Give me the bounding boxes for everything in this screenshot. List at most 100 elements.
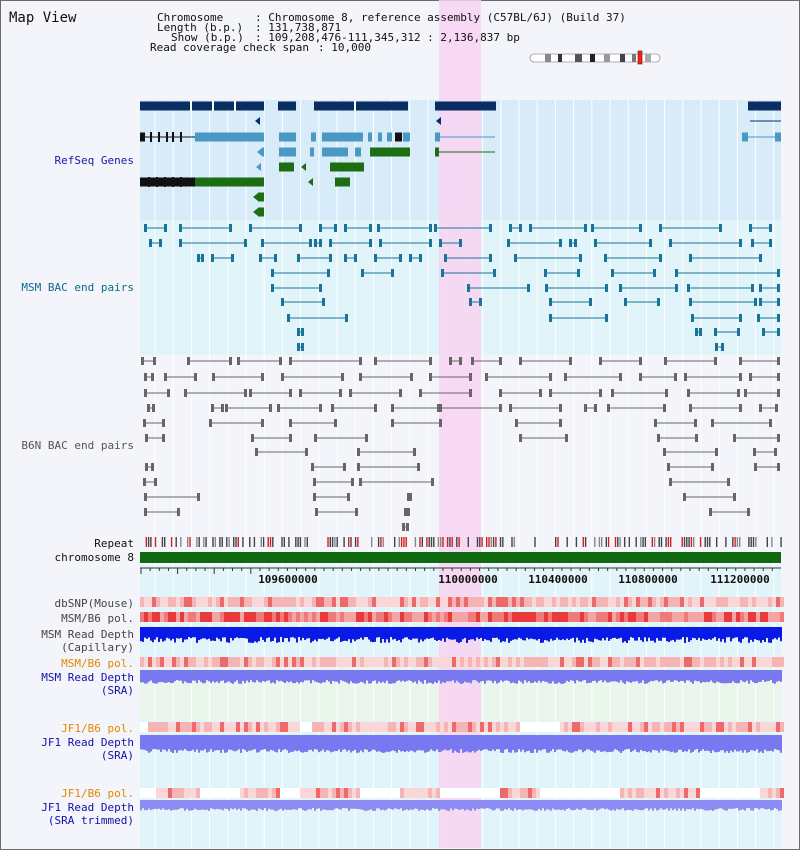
- jf1-depth-sra-bar: [336, 735, 338, 752]
- msm-depth-sra-bar: [260, 670, 262, 683]
- jf1-depth-trimmed-bar: [322, 800, 324, 810]
- msm-depth-sra-bar: [164, 670, 166, 684]
- jf1-depth-sra-bar: [554, 735, 556, 753]
- selected-region-highlight[interactable]: [439, 0, 481, 848]
- msm-depth-sra-bar: [622, 670, 624, 683]
- jf1-b6-pol-heat-cell: [268, 722, 272, 732]
- jf1-b6-pol-heat-cell: [608, 722, 612, 732]
- jf1-depth-sra-bar: [242, 735, 244, 750]
- jf1-depth-trimmed-bar: [258, 800, 260, 809]
- msm-depth-sra-bar: [380, 670, 382, 683]
- jf1-depth-trimmed-bar: [176, 800, 178, 810]
- msm-depth-capillary-bar: [462, 627, 464, 640]
- repeat-element: [334, 537, 336, 547]
- jf1-depth-sra-bar: [522, 735, 524, 750]
- msm-depth-sra-bar: [404, 670, 406, 682]
- msm-b6-pol-sra-heat-cell: [304, 657, 308, 667]
- jf1-b6-pol-trimmed-heat-cell: [276, 788, 280, 798]
- heatmap-tracks[interactable]: [140, 597, 784, 798]
- repeat-element: [752, 537, 755, 547]
- jf1-b6-pol-trimmed-heat-cell: [464, 788, 468, 798]
- jf1-depth-sra-bar: [344, 735, 346, 750]
- dbsnp-heat-cell: [588, 597, 592, 607]
- repeat-track[interactable]: [145, 537, 782, 547]
- msm-depth-capillary-bar: [454, 627, 456, 640]
- chromosome-ideogram[interactable]: [529, 50, 661, 65]
- jf1-depth-trimmed-bar: [504, 800, 506, 809]
- msm-b6-pol-heat-cell: [712, 612, 716, 622]
- jf1-depth-sra-bar: [468, 735, 470, 753]
- b6n-bac-pair-end: [141, 357, 144, 365]
- jf1-b6-pol-heat-cell: [768, 722, 772, 732]
- msm-depth-sra-bar: [490, 670, 492, 681]
- jf1-depth-trimmed-bar: [622, 800, 624, 809]
- jf1-depth-sra-bar: [748, 735, 750, 752]
- repeat-element: [451, 537, 453, 547]
- b6n-bac-end-pairs[interactable]: [141, 357, 780, 531]
- msm-bac-pair-end: [695, 328, 698, 336]
- jf1-b6-pol-trimmed-heat-cell: [172, 788, 176, 798]
- msm-bac-end-pairs[interactable]: [144, 224, 780, 351]
- jf1-b6-pol-trimmed-heat-cell: [452, 788, 456, 798]
- msm-depth-sra-bar: [300, 670, 302, 682]
- jf1-b6-pol-trimmed-heat-cell: [320, 788, 324, 798]
- jf1-depth-trimmed-bar: [212, 800, 214, 809]
- jf1-depth-sra-bar: [184, 735, 186, 750]
- msm-b6-pol-heat-cell: [460, 612, 464, 622]
- jf1-depth-trimmed-bar: [306, 800, 308, 811]
- jf1-depth-trimmed-bar: [654, 800, 656, 809]
- msm-depth-capillary-bar: [378, 627, 380, 638]
- msm-b6-pol-heat-cell: [720, 612, 724, 622]
- read-depth-tracks[interactable]: [140, 627, 782, 811]
- msm-b6-pol-sra-heat-cell: [600, 657, 604, 667]
- msm-depth-sra-bar: [202, 670, 204, 684]
- msm-depth-capillary-bar: [496, 627, 498, 638]
- msm-bac-pair-end: [271, 269, 274, 277]
- chromosome-8-bar[interactable]: [140, 552, 781, 563]
- msm-depth-sra-bar: [660, 670, 662, 681]
- msm-bac-pair-end: [374, 254, 377, 262]
- msm-depth-sra-bar: [476, 670, 478, 682]
- msm-depth-capillary-bar: [302, 627, 304, 638]
- msm-b6-pol-sra-heat-cell: [432, 657, 436, 667]
- msm-bac-pair-end: [319, 284, 322, 292]
- msm-depth-sra-bar: [212, 670, 214, 682]
- dbsnp-heat-cell: [728, 597, 732, 607]
- msm-depth-capillary-bar: [646, 627, 648, 642]
- page-title: Map View: [9, 10, 77, 26]
- msm-depth-sra-bar: [602, 670, 604, 683]
- jf1-b6-pol-trimmed-heat-cell: [780, 788, 784, 798]
- msm-depth-capillary-bar: [622, 627, 624, 643]
- msm-depth-sra-bar: [668, 670, 670, 681]
- jf1-depth-sra-bar: [402, 735, 404, 752]
- msm-depth-sra-bar: [706, 670, 708, 682]
- jf1-depth-trimmed-bar: [542, 800, 544, 809]
- b6n-bac-pair-end: [739, 373, 742, 381]
- msm-depth-sra-bar: [194, 670, 196, 681]
- msm-b6-pol-sra-heat-cell: [492, 657, 496, 667]
- jf1-b6-pol-heat-cell: [184, 722, 188, 732]
- msm-b6-pol-heat-cell: [644, 612, 648, 622]
- jf1-b6-pol-heat-cell: [544, 722, 548, 732]
- msm-depth-sra-bar: [368, 670, 370, 684]
- jf1-depth-sra-bar: [252, 735, 254, 750]
- msm-depth-sra-bar: [654, 670, 656, 681]
- jf1-b6-pol-trimmed-heat-cell: [708, 788, 712, 798]
- msm-depth-sra-bar: [148, 670, 150, 682]
- jf1-depth-sra-bar: [704, 735, 706, 751]
- msm-b6-pol-heat-cell: [604, 612, 608, 622]
- msm-depth-capillary-bar: [420, 627, 422, 640]
- jf1-depth-sra-bar: [436, 735, 438, 750]
- msm-b6-pol-heat-cell: [572, 612, 576, 622]
- msm-depth-capillary-bar: [710, 627, 712, 640]
- jf1-b6-pol-trimmed-heat-cell: [492, 788, 496, 798]
- jf1-b6-pol-trimmed-heat-cell: [528, 788, 532, 798]
- refseq-gene-models[interactable]: [140, 101, 781, 217]
- jf1-depth-sra-bar: [152, 735, 154, 750]
- msm-depth-capillary-bar: [254, 627, 256, 642]
- msm-depth-sra-bar: [656, 670, 658, 681]
- jf1-b6-pol-heat-cell: [564, 722, 568, 732]
- repeat-element: [635, 537, 637, 547]
- jf1-depth-sra-bar: [640, 735, 642, 750]
